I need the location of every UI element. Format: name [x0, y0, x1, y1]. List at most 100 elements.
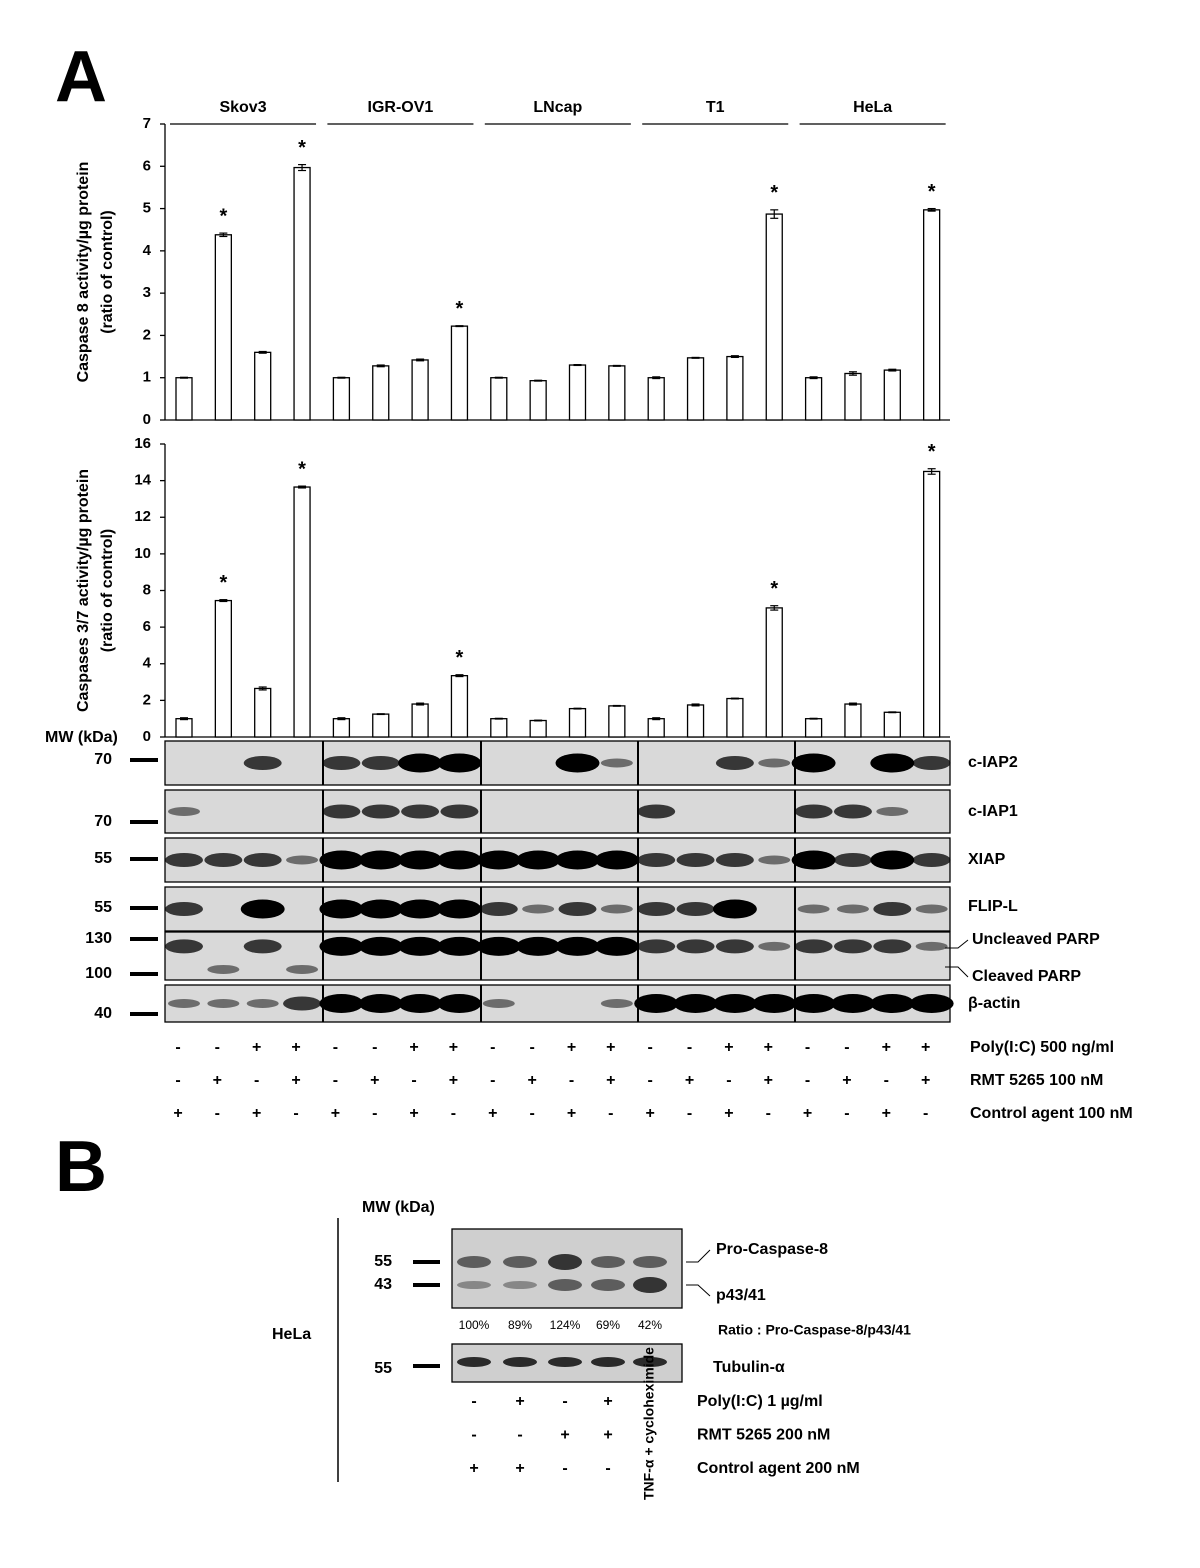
treatment-sign: - [411, 1072, 416, 1089]
treatment-sign: + [291, 1039, 300, 1056]
blot-band [637, 804, 676, 819]
treatment-sign: + [603, 1427, 612, 1444]
blot-band [600, 999, 633, 1008]
treatment-sign: + [724, 1105, 733, 1122]
blot-band [437, 899, 482, 919]
bar [450, 675, 469, 738]
treatment-sign: + [252, 1105, 261, 1122]
treatment-sign: - [687, 1039, 692, 1056]
significance: * [298, 458, 306, 480]
blot-band [516, 936, 561, 956]
blot-band [870, 753, 915, 773]
blot-band [676, 853, 715, 867]
treatment-sign: + [567, 1039, 576, 1056]
bar [726, 697, 744, 738]
blot-band [791, 994, 836, 1013]
blot-band [830, 994, 875, 1013]
blot-band [758, 855, 791, 865]
y-tick-label: 4 [143, 242, 152, 259]
blot-band [594, 936, 639, 956]
bar [647, 718, 665, 738]
treatment-label: Poly(I:C) 500 ng/ml [970, 1039, 1114, 1056]
blot-label: Pro-Caspase-8 [716, 1241, 828, 1258]
blot-band [600, 758, 633, 768]
blot-label: Cleaved PARP [972, 968, 1081, 985]
panel-label: B [55, 1127, 107, 1207]
blot-band [457, 1256, 491, 1268]
treatment-sign: - [844, 1105, 849, 1122]
blot-band [633, 1357, 667, 1367]
significance: * [298, 137, 306, 159]
group-label: HeLa [853, 99, 892, 116]
treatment-sign: + [213, 1072, 222, 1089]
blot-band [168, 999, 200, 1008]
treatment-sign: - [215, 1039, 220, 1056]
blot-band [165, 902, 203, 916]
blot-band [398, 899, 443, 919]
treatment-sign: - [844, 1039, 849, 1056]
bar [372, 713, 390, 738]
blot-band [482, 999, 515, 1008]
blot-band [833, 804, 872, 819]
blot-band [476, 936, 521, 956]
blot-band [358, 850, 403, 870]
blot-panel [164, 931, 951, 981]
y-axis-label: Caspase 8 activity/µg protein [75, 162, 92, 383]
blot-band [876, 807, 909, 816]
blot-band [633, 1277, 667, 1293]
mw-label: 55 [374, 1360, 392, 1377]
treatment-sign: + [921, 1072, 930, 1089]
bar [175, 718, 193, 738]
treatment-sign: - [372, 1039, 377, 1056]
blot-band [522, 904, 555, 914]
significance: * [928, 441, 936, 463]
treatment-sign: - [471, 1393, 476, 1410]
bar [411, 703, 429, 738]
bar [686, 357, 705, 421]
blot-band [286, 855, 319, 865]
treatment-sign: - [333, 1072, 338, 1089]
blot-band [243, 756, 282, 770]
blot-band [600, 904, 633, 914]
treatment-sign: + [409, 1039, 418, 1056]
treatment-sign: - [529, 1039, 534, 1056]
bar [608, 365, 626, 421]
y-tick-label: 8 [143, 581, 151, 598]
blot-band [909, 994, 954, 1013]
y-tick-label: 6 [143, 618, 151, 635]
cell-line: HeLa [272, 1326, 311, 1343]
bar [844, 703, 862, 738]
y-tick-label: 14 [134, 472, 151, 489]
mw-label: 40 [94, 1005, 112, 1022]
bar [490, 377, 508, 421]
treatment-sign: - [608, 1105, 613, 1122]
blot-band [358, 994, 403, 1013]
blot-band [503, 1357, 537, 1367]
blot-band [758, 941, 791, 951]
group-label: IGR-OV1 [368, 99, 434, 116]
positive-control: TNF-α + cycloheximide [641, 1347, 657, 1500]
blot-band [715, 756, 754, 770]
bar [765, 213, 783, 421]
blot-band [398, 936, 443, 956]
treatment-sign: - [805, 1039, 810, 1056]
blot-band [555, 753, 600, 773]
blot-band [503, 1281, 537, 1289]
bar [293, 486, 311, 738]
bar [923, 470, 941, 738]
blot-band [503, 1256, 537, 1268]
blot-band [457, 1281, 491, 1289]
mw-label: 70 [94, 751, 112, 768]
bar [254, 351, 272, 421]
ratio-value: 89% [508, 1318, 532, 1332]
bar [450, 325, 469, 421]
bar [923, 209, 941, 421]
bar [765, 607, 783, 738]
bar [214, 234, 233, 421]
blot-band [870, 994, 915, 1013]
bar [332, 718, 351, 738]
treatment-sign: - [215, 1105, 220, 1122]
y-tick-label: 1 [143, 369, 151, 386]
blot-band [915, 941, 948, 951]
ratio-value: 124% [550, 1318, 581, 1332]
